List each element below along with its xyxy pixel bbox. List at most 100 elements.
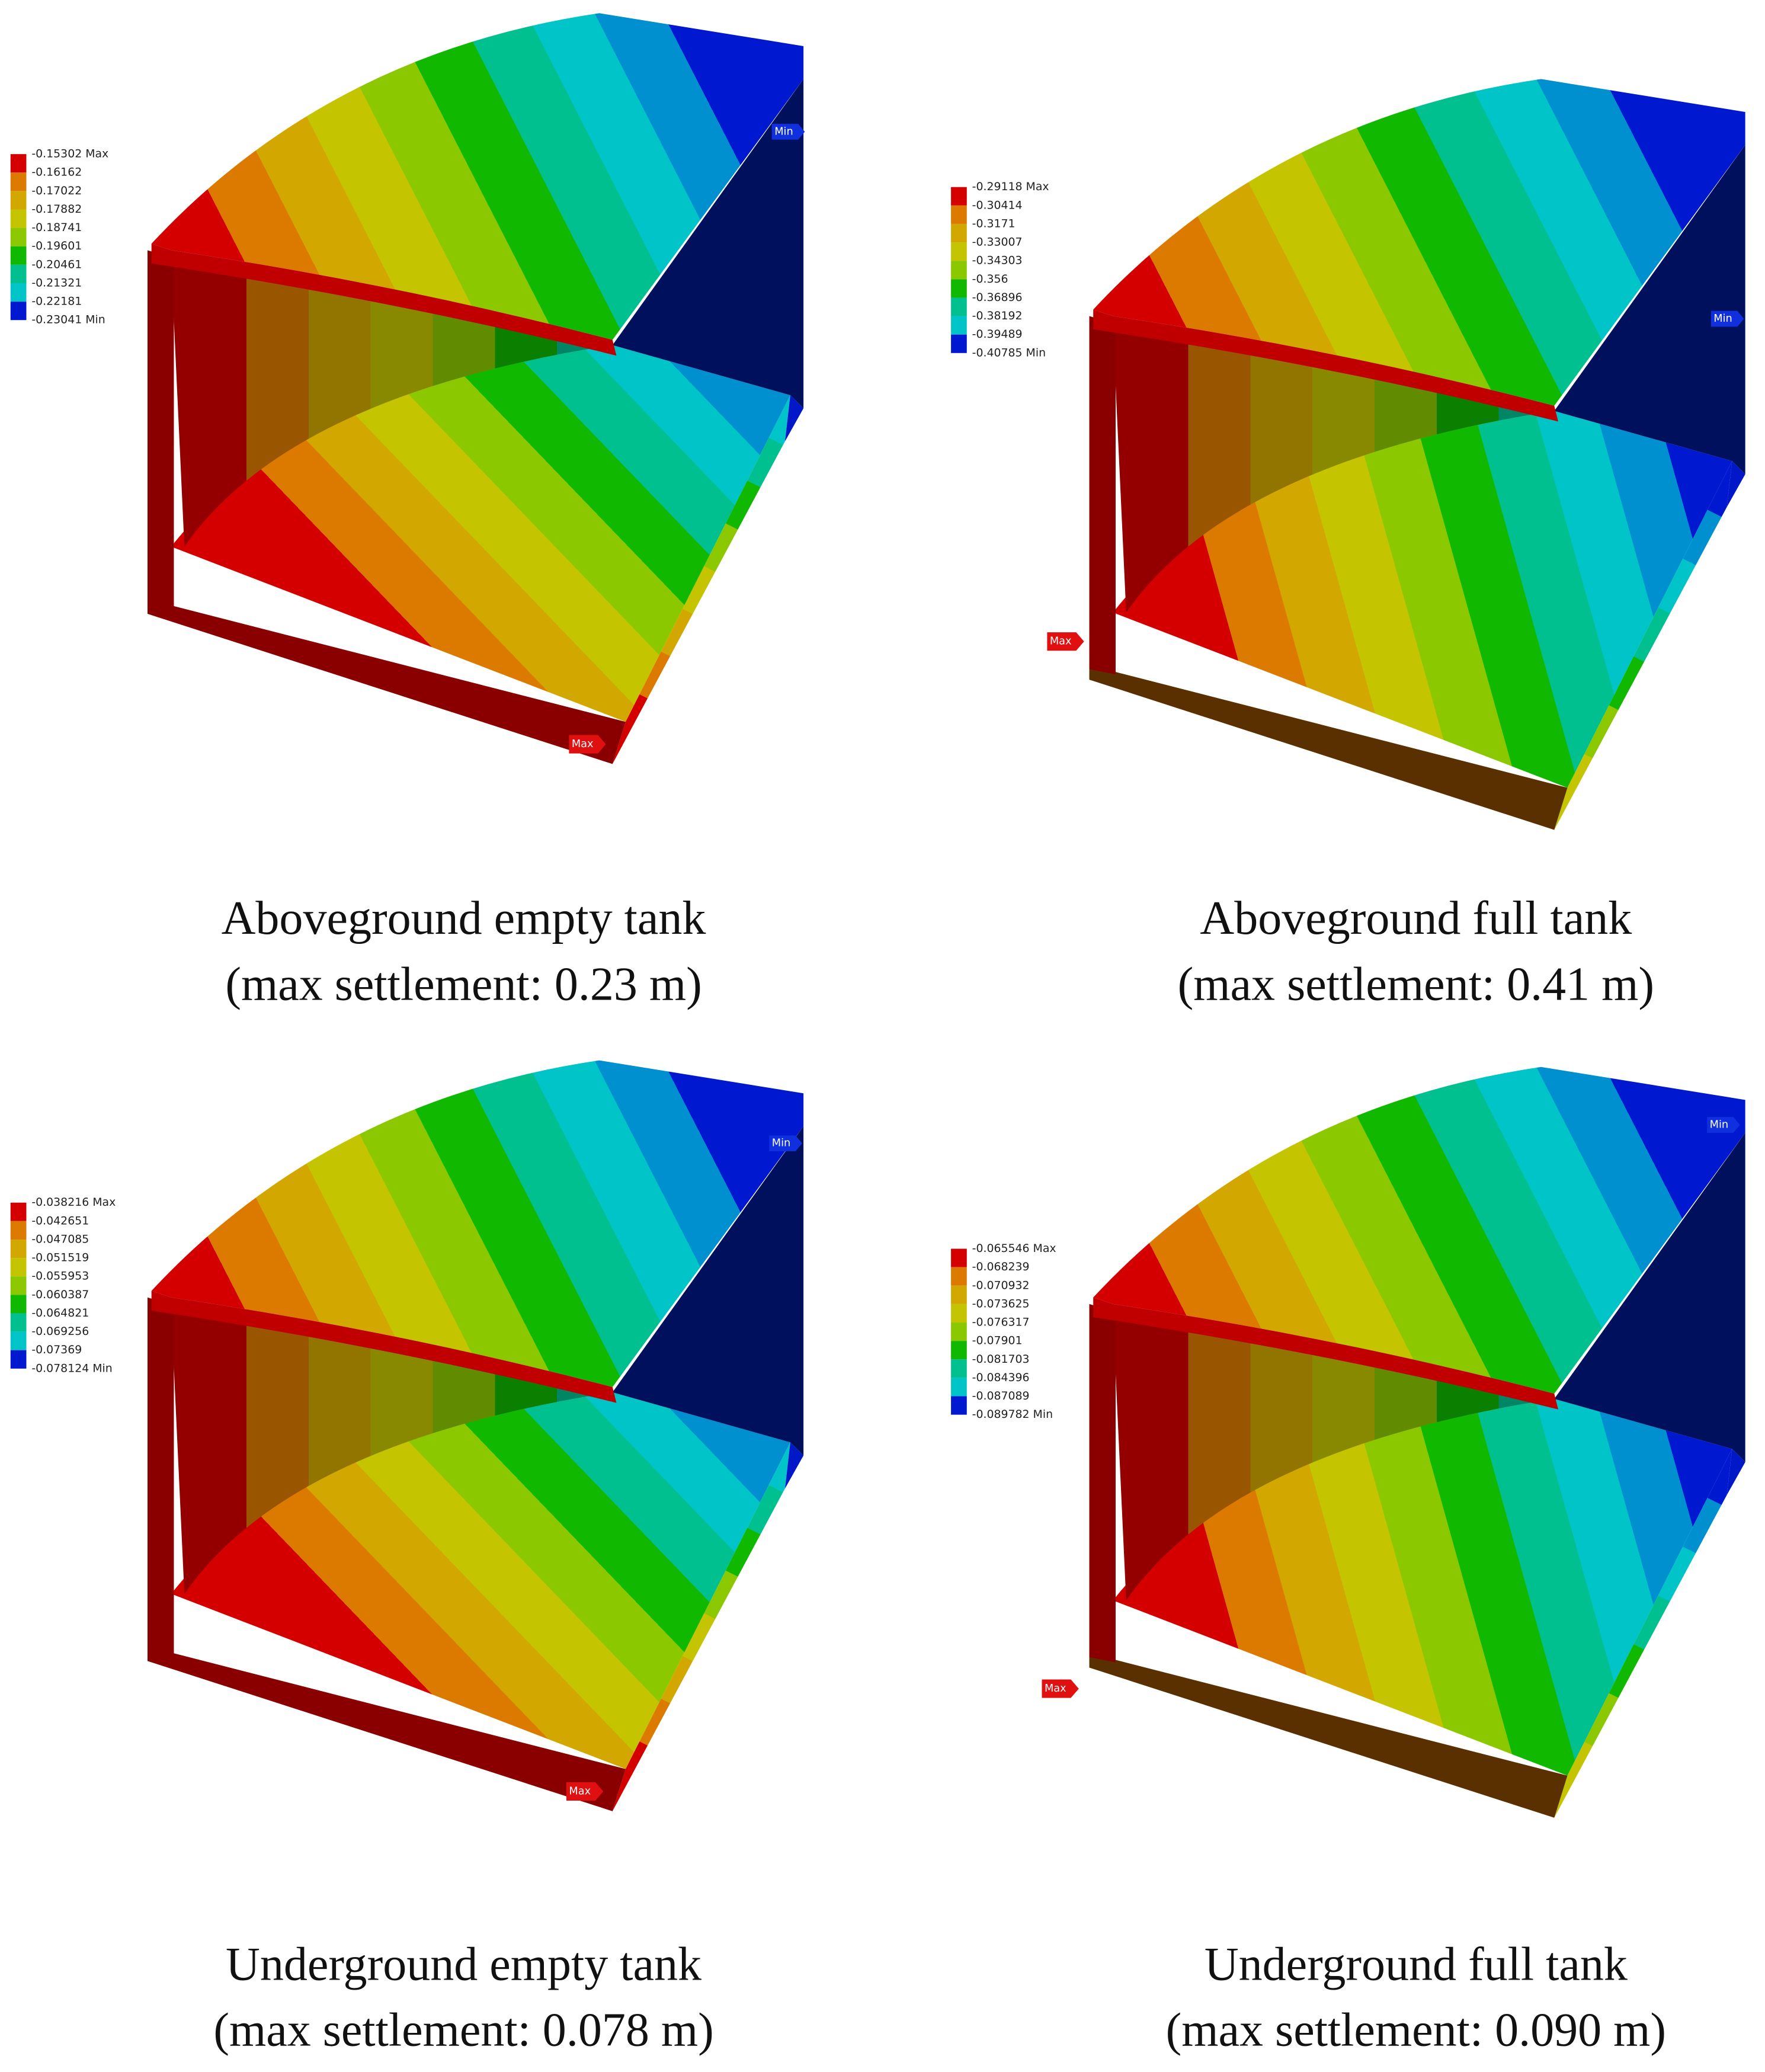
legend-label: -0.19601	[31, 239, 82, 252]
legend-label: -0.078124 Min	[31, 1362, 112, 1375]
legend-label: -0.068239	[972, 1260, 1030, 1273]
legend-swatch	[10, 264, 27, 283]
tank-model	[147, 1060, 804, 1811]
legend-label: -0.36896	[972, 291, 1023, 304]
legend-label: -0.17022	[31, 184, 82, 197]
legend-label: -0.33007	[972, 236, 1023, 249]
right-wall	[1554, 1132, 1745, 1462]
legend-swatch	[10, 246, 27, 265]
legend-label: -0.34303	[972, 254, 1023, 267]
legend-swatch	[951, 297, 967, 316]
roof-top	[1093, 1067, 1745, 1394]
floor-front	[147, 1646, 626, 1811]
floor-top	[171, 345, 790, 722]
legend-label: -0.087089	[972, 1389, 1030, 1402]
legend-label: -0.29118 Max	[972, 180, 1049, 193]
floor-front	[1089, 1653, 1568, 1818]
right-wall	[612, 79, 804, 409]
floor-top	[171, 1392, 790, 1769]
legend-label: -0.076317	[972, 1316, 1030, 1329]
legend-label: -0.051519	[31, 1251, 89, 1264]
caption-line: Underground empty tank	[226, 1938, 702, 1990]
roof-front	[151, 1290, 617, 1403]
legend-swatch	[10, 1313, 27, 1332]
inner-wall	[1113, 1317, 1555, 1601]
max-tag: Max	[1045, 1682, 1066, 1695]
right-wall-edge	[784, 395, 804, 441]
inner-wall	[171, 1311, 613, 1594]
roof-top	[1093, 79, 1745, 406]
legend-swatch	[951, 334, 967, 353]
legend-swatch	[951, 261, 967, 280]
floor-front	[1089, 665, 1568, 830]
legend-label: -0.069256	[31, 1325, 89, 1338]
legend-swatch	[951, 1267, 967, 1286]
max-tag: Max	[569, 1785, 591, 1797]
legend-label: -0.15302 Max	[31, 148, 108, 161]
max-tag-box	[1047, 632, 1084, 651]
legend-swatch	[10, 154, 27, 173]
legend-label: -0.060387	[31, 1288, 89, 1301]
legend-swatch	[10, 283, 27, 302]
legend-label: -0.20461	[31, 258, 82, 271]
legend-label: -0.065546 Max	[972, 1242, 1056, 1255]
legend-swatch	[10, 1295, 27, 1314]
legend-label: -0.073625	[972, 1297, 1030, 1310]
legend-label: -0.16162	[31, 166, 82, 179]
legend-swatch	[951, 1378, 967, 1397]
legend-swatch	[951, 1322, 967, 1341]
legend-swatch	[951, 1396, 967, 1415]
min-tag-box	[1710, 310, 1744, 327]
legend-label: -0.38192	[972, 309, 1023, 322]
inner-wall-shade	[1113, 1317, 1555, 1601]
inner-wall-shade	[1113, 329, 1555, 613]
legend-swatch	[951, 1359, 967, 1378]
roof-front	[151, 244, 617, 356]
max-tag-box	[569, 735, 606, 754]
legend-label: -0.070932	[972, 1279, 1030, 1292]
legend-swatch	[951, 242, 967, 261]
legend-label: -0.17882	[31, 203, 82, 216]
legend-swatch	[951, 1304, 967, 1323]
legend-label: -0.038216 Max	[31, 1196, 116, 1209]
legend-swatch	[10, 1239, 27, 1258]
legend-label: -0.089782 Min	[972, 1408, 1053, 1421]
tank-model	[1089, 1067, 1745, 1818]
min-tag: Min	[774, 125, 793, 137]
legend-label: -0.3171	[972, 217, 1016, 230]
legend-swatch	[951, 279, 967, 298]
legend-swatch	[10, 228, 27, 246]
left-wall	[1089, 1304, 1116, 1663]
legend-label: -0.356	[972, 273, 1008, 286]
legend-swatch	[10, 172, 27, 191]
legend-swatch	[10, 302, 27, 321]
caption-line: Aboveground empty tank	[222, 892, 707, 944]
legend-swatch	[10, 1331, 27, 1350]
floor-side	[1554, 461, 1732, 830]
min-tag-box	[771, 123, 805, 140]
legend-swatch	[10, 191, 27, 210]
max-tag-box	[1042, 1679, 1079, 1698]
legend-swatch	[951, 1285, 967, 1304]
legend-label: -0.18741	[31, 221, 82, 234]
legend-label: -0.22181	[31, 295, 82, 308]
legend-label: -0.21321	[31, 276, 82, 289]
caption-line: (max settlement: 0.090 m)	[1166, 2004, 1666, 2057]
min-tag: Min	[1710, 1119, 1729, 1131]
floor-side	[1554, 1449, 1732, 1818]
legend-swatch	[951, 1248, 967, 1267]
max-tag: Max	[1050, 635, 1072, 648]
legend-swatch	[10, 1350, 27, 1369]
min-tag: Min	[772, 1137, 791, 1149]
inner-wall-shade	[171, 1311, 613, 1594]
inner-wall-shade	[171, 263, 613, 547]
floor-side	[612, 1442, 790, 1811]
legend-swatch	[951, 316, 967, 335]
inner-wall	[171, 263, 613, 547]
legend-label: -0.40785 Min	[972, 346, 1046, 359]
roof-front	[1093, 309, 1558, 422]
floor-front	[147, 599, 626, 764]
max-tag-box	[566, 1782, 604, 1801]
legend-label: -0.084396	[972, 1371, 1030, 1384]
